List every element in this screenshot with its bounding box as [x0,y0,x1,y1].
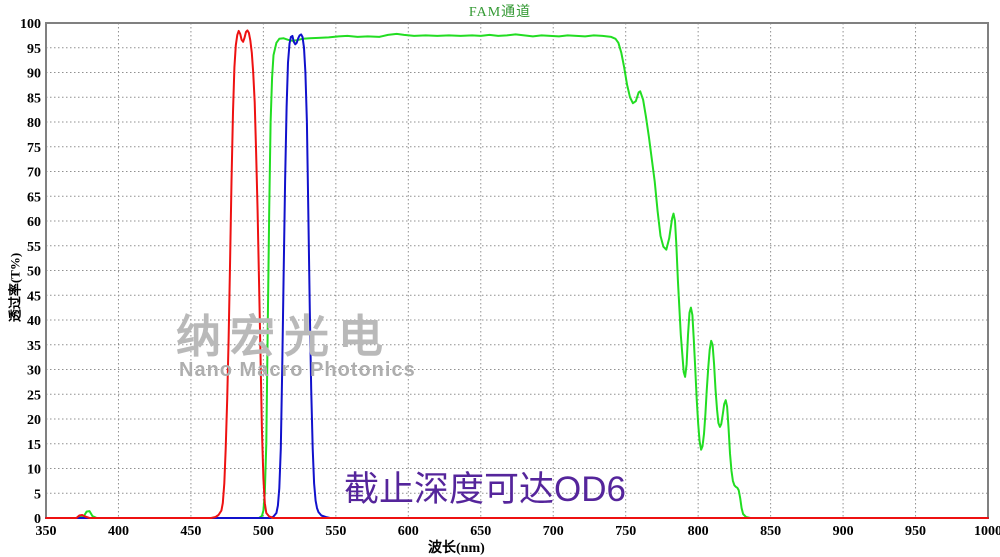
svg-text:100: 100 [20,17,41,32]
svg-text:750: 750 [615,524,636,539]
series-blue-bandpass [45,33,989,519]
svg-text:700: 700 [543,524,564,539]
svg-text:650: 650 [470,524,491,539]
svg-text:65: 65 [27,190,41,205]
watermark-chinese: 纳宏光电 [176,311,393,362]
svg-text:600: 600 [398,524,419,539]
svg-text:35: 35 [27,339,41,354]
y-tick-labels: 0 5 10 15 20 25 30 35 40 45 50 55 60 65 70 75 80 85 90 95 10… [20,17,41,527]
svg-text:85: 85 [27,91,41,106]
series-red-bandpass [45,29,989,519]
svg-text:25: 25 [27,388,41,403]
y-axis-title: 透过率(T%) [7,252,23,323]
svg-text:80: 80 [27,116,41,131]
svg-text:1000: 1000 [974,524,1000,539]
svg-text:40: 40 [27,314,41,329]
svg-text:550: 550 [325,524,346,539]
svg-text:500: 500 [253,524,274,539]
svg-text:75: 75 [27,141,41,156]
svg-text:350: 350 [36,524,57,539]
svg-text:950: 950 [905,524,926,539]
svg-text:70: 70 [27,166,41,181]
x-tick-labels: 350 400 450 500 550 600 650 700 750 800 850 900 950 1… [36,524,1000,539]
svg-text:30: 30 [27,364,41,379]
x-axis-title: 波长(nm) [428,541,485,556]
svg-text:5: 5 [34,487,41,502]
watermark-english: Nano Macro Photonics [179,359,416,381]
svg-text:850: 850 [760,524,781,539]
svg-text:10: 10 [27,463,41,478]
svg-text:0: 0 [34,512,41,527]
svg-text:900: 900 [833,524,854,539]
svg-text:800: 800 [688,524,709,539]
svg-text:50: 50 [27,265,41,280]
chart-title: FAM通道 [468,5,532,20]
series-green-longpass-band [45,32,989,519]
svg-text:90: 90 [27,67,41,82]
gridlines [46,23,988,518]
svg-text:20: 20 [27,413,41,428]
svg-text:15: 15 [27,438,41,453]
svg-text:450: 450 [180,524,201,539]
od6-annotation: 截止深度可达OD6 [344,470,626,509]
svg-text:95: 95 [27,42,41,57]
svg-text:45: 45 [27,289,41,304]
svg-text:400: 400 [108,524,129,539]
svg-text:60: 60 [27,215,41,230]
svg-text:55: 55 [27,240,41,255]
